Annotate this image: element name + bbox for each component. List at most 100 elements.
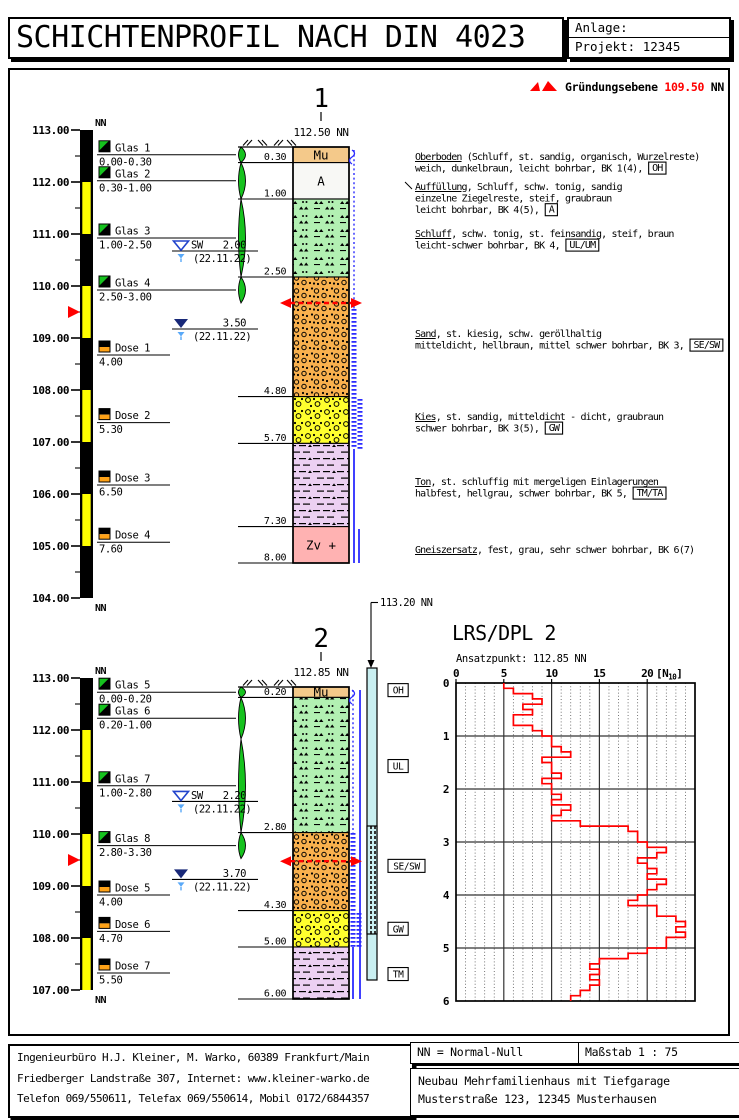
ground-hatch-stroke xyxy=(273,139,280,146)
foundation-arrowhead-left xyxy=(280,856,291,867)
layer-symbol-label: Zv + xyxy=(306,537,336,552)
soil-class-box xyxy=(632,486,667,500)
page-title: SCHICHTENPROFIL NACH DIN 4023 xyxy=(16,20,526,55)
sample-interval-brace xyxy=(238,161,246,201)
code-box-label: GW xyxy=(393,924,404,935)
scale-bar-yellow-segment xyxy=(82,390,91,442)
chart-frame xyxy=(455,682,696,1002)
soil-class-code: A xyxy=(549,205,555,216)
layer-description: Ton, st. schluffig mit mergeligen Einlag… xyxy=(415,477,667,500)
glas-sample-icon-green xyxy=(99,276,109,286)
dose-sample-icon-bottom xyxy=(99,414,110,420)
description-line: leicht-schwer bohrbar, BK 4, xyxy=(415,241,560,252)
glas-sample-icon xyxy=(98,140,111,153)
depth-label: 4.30 xyxy=(264,900,287,911)
borehole-column-1: Mu 0.30 A 1.00 2.50 4.80 5.70 7.30 Zv + 8.00 xyxy=(238,139,350,564)
sample-name: Glas 5 xyxy=(115,680,150,692)
water-level-marker: 3.70(22.11.22) xyxy=(172,868,258,893)
ground-hatch-stroke xyxy=(242,679,249,686)
ground-hatch-stroke xyxy=(257,679,264,686)
sample-marker-dose: Dose 6 4.70 xyxy=(97,916,170,945)
glas-sample-icon-green xyxy=(99,772,109,782)
water-level-date: (22.11.22) xyxy=(193,253,251,265)
layer-sand xyxy=(292,276,350,398)
elevation-scale-1: 113.00 112.00 111.00 110.00 109.00 108.00 107.… xyxy=(32,118,107,614)
dose-sample-icon-bottom xyxy=(99,965,110,970)
ground-hatch-stroke xyxy=(286,679,293,686)
chart-y-tick-label: 3 xyxy=(443,836,449,849)
foundation-arrowhead-right xyxy=(351,298,362,308)
foundation-note: Gründungsebene 109.50 NN xyxy=(430,80,724,94)
sample-marker-dose: Dose 2 5.30 xyxy=(97,408,170,436)
glas-sample-icon xyxy=(98,166,111,179)
dose-sample-icon-top xyxy=(99,881,110,887)
column-squiggle xyxy=(348,689,356,705)
sample-marker-glas: Glas 7 1.00-2.80 xyxy=(97,738,246,833)
anlage-label: Anlage: xyxy=(569,19,729,38)
column-squiggle xyxy=(348,149,356,165)
soil-class-code: GW xyxy=(549,423,561,434)
water-table-icon-open xyxy=(171,240,191,252)
ground-hatch-stroke xyxy=(277,679,284,686)
depth-label: 2.80 xyxy=(264,822,287,833)
foundation-level-marker xyxy=(68,854,80,866)
scale-bar-yellow-segment xyxy=(82,938,91,990)
description-line: mitteldicht, hellbraun, mittel schwer bo… xyxy=(415,341,684,352)
sample-interval-brace xyxy=(238,198,246,278)
depth-label: 1.00 xyxy=(264,189,287,200)
foundation-level-arrow xyxy=(280,298,362,308)
water-level-label: SW xyxy=(191,790,204,802)
dose-sample-icon-frame xyxy=(98,916,111,929)
sample-interval-brace xyxy=(238,831,246,860)
sample-marker-dose: Dose 1 4.00 xyxy=(97,340,170,369)
dose-sample-icon-top xyxy=(99,959,110,965)
code-box-label: OH xyxy=(393,686,404,697)
water-level-date: (22.11.22) xyxy=(193,331,251,343)
layer-kies xyxy=(292,396,350,444)
elevation-label: 105.00 xyxy=(32,540,69,553)
ground-hatch-stroke xyxy=(261,139,268,146)
water-table-icon-open xyxy=(171,790,191,802)
dose-sample-icon-bottom xyxy=(99,477,110,482)
dose-sample-icon-frame xyxy=(98,958,111,971)
sample-interval-brace xyxy=(238,695,246,741)
layer-description: Kies, st. sandig, mitteldicht - dicht, g… xyxy=(415,412,665,435)
ground-hatch-stroke xyxy=(246,139,253,146)
description-line: leicht bohrbar, BK 4(5), xyxy=(415,205,539,216)
sample-interval-brace xyxy=(238,738,246,833)
elevation-label: 108.00 xyxy=(32,384,69,397)
sample-marker-dose: Dose 3 6.50 xyxy=(97,470,170,499)
foundation-level-arrow xyxy=(280,856,362,867)
description-line: Schluff, schw. tonig, st. feinsandig, st… xyxy=(415,229,674,240)
water-symbol-small-triangle xyxy=(177,254,185,259)
elevation-label: 112.00 xyxy=(32,176,69,189)
water-level-date: (22.11.22) xyxy=(193,881,251,893)
soil-class-code: UL/UM xyxy=(569,240,596,251)
dose-sample-icon-top xyxy=(99,471,110,477)
layer-description: Sand, st. kiesig, schw. geröllhaltigmitt… xyxy=(415,329,724,352)
layer-sand xyxy=(292,832,350,912)
project-line: Neubau Mehrfamilienhaus mit Tiefgarage xyxy=(418,1074,670,1088)
dose-sample-icon-frame xyxy=(98,470,111,483)
elevation-label: 106.00 xyxy=(32,488,69,501)
foundation-note-unit: NN xyxy=(710,80,725,94)
layer-ton xyxy=(292,442,350,528)
soil-class-code: OH xyxy=(652,163,663,174)
borehole-number: 1 xyxy=(313,84,328,114)
company-line: Friedberger Landstraße 307, Internet: ww… xyxy=(17,1071,370,1085)
soil-class-box xyxy=(544,421,564,435)
elevation-scale-2: 113.00 112.00 111.00 110.00 109.00 108.00 107.… xyxy=(32,666,107,1006)
chart-x-tick-label: 10 xyxy=(545,667,557,680)
sample-depth-range: 4.70 xyxy=(99,933,122,945)
water-level-marker: SW 2.00(22.11.22) xyxy=(171,240,258,265)
ground-hatch-stroke xyxy=(273,679,280,686)
chart-x-tick-label: 5 xyxy=(501,667,507,680)
elevation-label: 113.00 xyxy=(32,672,69,685)
code-box xyxy=(387,858,426,873)
elevation-label: 111.00 xyxy=(32,228,69,241)
dose-sample-icon-frame xyxy=(98,880,111,893)
sample-name: Dose 7 xyxy=(115,961,150,973)
sample-marker-dose: Dose 5 4.00 xyxy=(97,880,170,909)
elevation-label: 111.00 xyxy=(32,776,69,789)
elevation-label: 108.00 xyxy=(32,932,69,945)
